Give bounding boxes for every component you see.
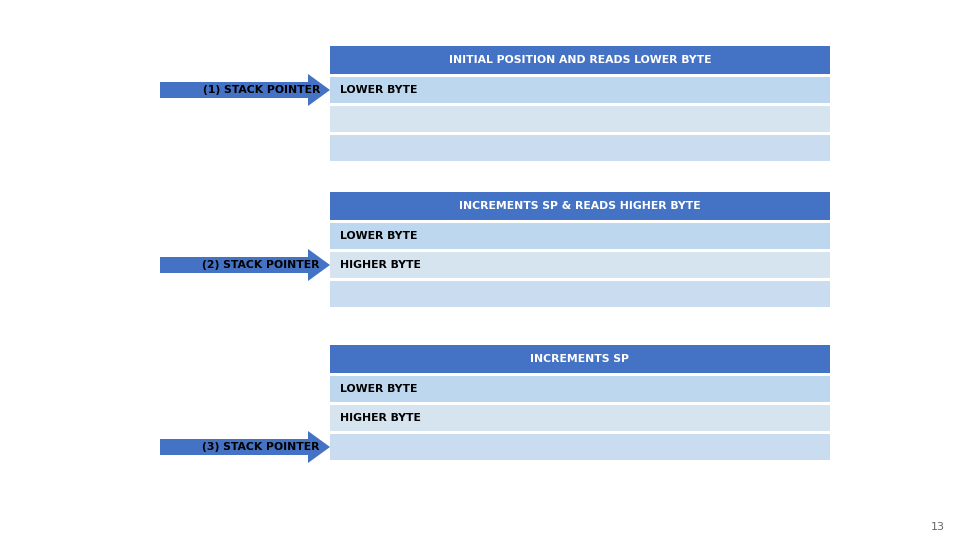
FancyBboxPatch shape xyxy=(330,376,830,402)
Polygon shape xyxy=(308,74,330,106)
FancyBboxPatch shape xyxy=(330,281,830,307)
FancyBboxPatch shape xyxy=(330,135,830,161)
Text: 13: 13 xyxy=(931,522,945,532)
FancyBboxPatch shape xyxy=(330,345,830,373)
FancyBboxPatch shape xyxy=(330,77,830,103)
Text: LOWER BYTE: LOWER BYTE xyxy=(340,384,418,394)
Text: INCREMENTS SP & READS HIGHER BYTE: INCREMENTS SP & READS HIGHER BYTE xyxy=(459,201,701,211)
FancyBboxPatch shape xyxy=(160,82,308,98)
FancyBboxPatch shape xyxy=(330,192,830,220)
Polygon shape xyxy=(308,431,330,463)
Text: (2) STACK POINTER: (2) STACK POINTER xyxy=(203,260,320,270)
Text: INITIAL POSITION AND READS LOWER BYTE: INITIAL POSITION AND READS LOWER BYTE xyxy=(448,55,711,65)
FancyBboxPatch shape xyxy=(160,439,308,455)
Polygon shape xyxy=(308,249,330,281)
FancyBboxPatch shape xyxy=(330,46,830,74)
Text: HIGHER BYTE: HIGHER BYTE xyxy=(340,260,420,270)
FancyBboxPatch shape xyxy=(330,252,830,278)
Text: (1) STACK POINTER: (1) STACK POINTER xyxy=(203,85,320,95)
Text: INCREMENTS SP: INCREMENTS SP xyxy=(531,354,630,364)
Text: (3) STACK POINTER: (3) STACK POINTER xyxy=(203,442,320,452)
Text: LOWER BYTE: LOWER BYTE xyxy=(340,231,418,241)
FancyBboxPatch shape xyxy=(330,223,830,249)
Text: HIGHER BYTE: HIGHER BYTE xyxy=(340,413,420,423)
FancyBboxPatch shape xyxy=(330,434,830,460)
FancyBboxPatch shape xyxy=(330,106,830,132)
FancyBboxPatch shape xyxy=(160,257,308,273)
Text: LOWER BYTE: LOWER BYTE xyxy=(340,85,418,95)
FancyBboxPatch shape xyxy=(330,405,830,431)
